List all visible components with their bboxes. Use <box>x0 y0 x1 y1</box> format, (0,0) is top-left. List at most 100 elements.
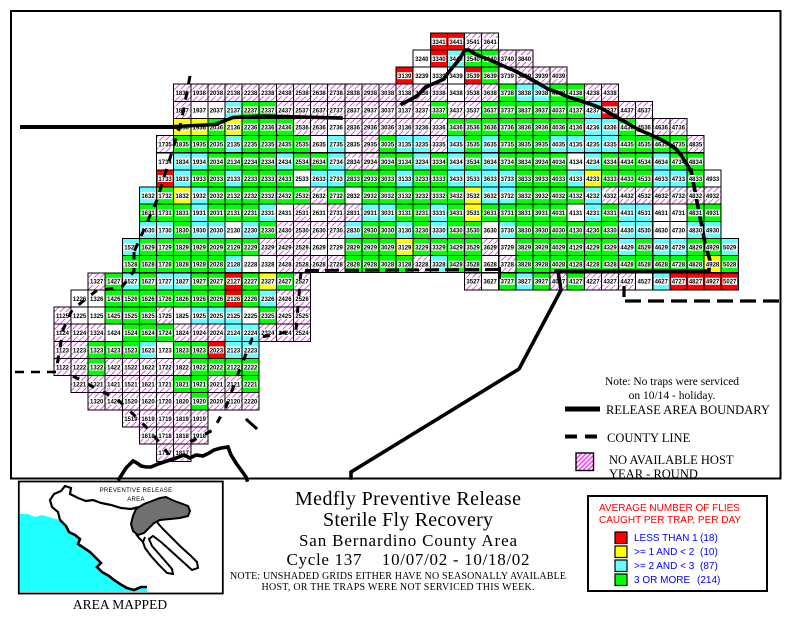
svg-text:3133: 3133 <box>398 177 412 183</box>
svg-text:1823: 1823 <box>176 348 190 354</box>
svg-text:4727: 4727 <box>672 280 686 286</box>
svg-text:1424: 1424 <box>107 331 121 337</box>
svg-text:3639: 3639 <box>484 74 498 80</box>
svg-text:4333: 4333 <box>603 177 617 183</box>
svg-text:2835: 2835 <box>347 143 361 149</box>
svg-text:3530: 3530 <box>466 228 480 234</box>
svg-text:2038: 2038 <box>210 91 224 97</box>
svg-text:1822: 1822 <box>176 365 190 371</box>
svg-text:3237: 3237 <box>415 108 429 114</box>
svg-text:4332: 4332 <box>603 194 617 200</box>
svg-text:1733: 1733 <box>158 177 172 183</box>
svg-text:2220: 2220 <box>244 400 258 406</box>
svg-text:4533: 4533 <box>638 177 652 183</box>
svg-text:1925: 1925 <box>193 314 207 320</box>
svg-text:3441: 3441 <box>449 40 463 46</box>
svg-text:4834: 4834 <box>689 160 703 166</box>
svg-text:2028: 2028 <box>210 263 224 269</box>
svg-text:4030: 4030 <box>552 228 566 234</box>
svg-text:1824: 1824 <box>176 331 190 337</box>
svg-text:1226: 1226 <box>73 297 87 303</box>
svg-text:1427: 1427 <box>107 280 121 286</box>
svg-text:2324: 2324 <box>261 331 275 337</box>
svg-text:3033: 3033 <box>381 177 395 183</box>
svg-text:2122: 2122 <box>227 365 241 371</box>
svg-text:4627: 4627 <box>655 280 669 286</box>
svg-text:3637: 3637 <box>484 108 498 114</box>
svg-text:2430: 2430 <box>278 228 292 234</box>
svg-text:Medfly Preventive Release: Medfly Preventive Release <box>295 488 521 510</box>
svg-text:1628: 1628 <box>141 263 155 269</box>
svg-text:1834: 1834 <box>176 160 190 166</box>
svg-text:2833: 2833 <box>347 177 361 183</box>
svg-text:4039: 4039 <box>552 74 566 80</box>
svg-text:2325: 2325 <box>261 314 275 320</box>
svg-text:4833: 4833 <box>689 177 703 183</box>
svg-text:3340: 3340 <box>432 57 446 63</box>
svg-text:3130: 3130 <box>398 228 412 234</box>
svg-text:3035: 3035 <box>381 143 395 149</box>
svg-text:1125: 1125 <box>56 314 70 320</box>
svg-text:4337: 4337 <box>603 108 617 114</box>
svg-text:2524: 2524 <box>295 331 309 337</box>
svg-text:3627: 3627 <box>484 280 498 286</box>
svg-text:1832: 1832 <box>176 194 190 200</box>
svg-text:2837: 2837 <box>347 108 361 114</box>
svg-text:1936: 1936 <box>193 126 207 132</box>
svg-text:1321: 1321 <box>90 383 104 389</box>
svg-text:3827: 3827 <box>518 280 532 286</box>
svg-text:2036: 2036 <box>210 126 224 132</box>
svg-text:2235: 2235 <box>244 143 258 149</box>
svg-text:4728: 4728 <box>672 263 686 269</box>
svg-text:4031: 4031 <box>552 211 566 217</box>
svg-text:2131: 2131 <box>227 211 241 217</box>
svg-text:4437: 4437 <box>620 108 634 114</box>
svg-text:3531: 3531 <box>466 211 480 217</box>
svg-text:4534: 4534 <box>638 160 652 166</box>
svg-text:2536: 2536 <box>295 126 309 132</box>
svg-text:1630: 1630 <box>141 228 155 234</box>
svg-text:4436: 4436 <box>620 126 634 132</box>
svg-text:3439: 3439 <box>449 74 463 80</box>
svg-text:4434: 4434 <box>620 160 634 166</box>
svg-text:3630: 3630 <box>484 228 498 234</box>
svg-text:2730: 2730 <box>330 228 344 234</box>
svg-text:2929: 2929 <box>364 246 378 252</box>
svg-text:1827: 1827 <box>176 280 190 286</box>
svg-text:3632: 3632 <box>484 194 498 200</box>
svg-text:2027: 2027 <box>210 280 224 286</box>
svg-text:3537: 3537 <box>466 108 480 114</box>
svg-text:4234: 4234 <box>586 160 600 166</box>
svg-text:1631: 1631 <box>141 211 155 217</box>
svg-text:3737: 3737 <box>501 108 515 114</box>
svg-text:1423: 1423 <box>107 348 121 354</box>
svg-text:4135: 4135 <box>569 143 583 149</box>
svg-text:2129: 2129 <box>227 246 241 252</box>
svg-text:1420: 1420 <box>107 400 121 406</box>
svg-text:PREVENTIVE RELEASE: PREVENTIVE RELEASE <box>100 488 173 494</box>
svg-text:3429: 3429 <box>449 246 463 252</box>
svg-text:1830: 1830 <box>176 228 190 234</box>
svg-text:1821: 1821 <box>176 383 190 389</box>
svg-text:2427: 2427 <box>278 280 292 286</box>
svg-text:2538: 2538 <box>295 91 309 97</box>
svg-text:3030: 3030 <box>381 228 395 234</box>
svg-text:1632: 1632 <box>141 194 155 200</box>
svg-text:2429: 2429 <box>278 246 292 252</box>
svg-text:3534: 3534 <box>466 160 480 166</box>
svg-text:1922: 1922 <box>193 365 207 371</box>
svg-text:3430: 3430 <box>449 228 463 234</box>
svg-text:3540: 3540 <box>466 57 480 63</box>
svg-text:1720: 1720 <box>158 400 172 406</box>
svg-text:4138: 4138 <box>569 91 583 97</box>
svg-text:2329: 2329 <box>261 246 275 252</box>
svg-text:1528: 1528 <box>124 263 138 269</box>
svg-text:1224: 1224 <box>73 331 87 337</box>
svg-text:3536: 3536 <box>466 126 480 132</box>
svg-text:AVERAGE NUMBER OF FLIES: AVERAGE NUMBER OF FLIES <box>599 503 740 514</box>
svg-text:4032: 4032 <box>552 194 566 200</box>
svg-text:4131: 4131 <box>569 211 583 217</box>
svg-text:3539: 3539 <box>466 74 480 80</box>
svg-text:1729: 1729 <box>158 246 172 252</box>
svg-text:2334: 2334 <box>261 160 275 166</box>
